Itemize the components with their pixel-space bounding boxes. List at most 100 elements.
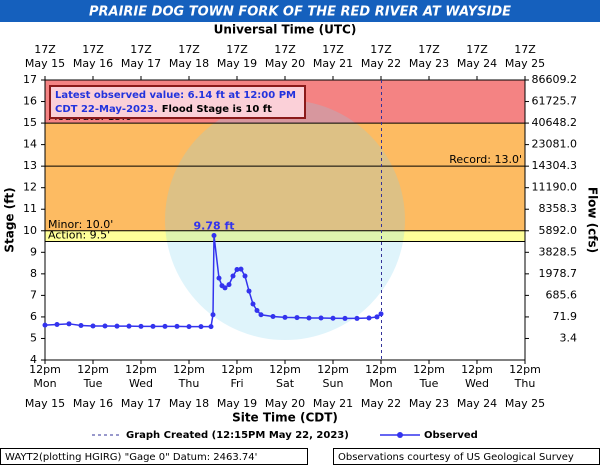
- series-point: [90, 323, 96, 329]
- series-point: [330, 315, 336, 321]
- series-point: [374, 314, 380, 320]
- series-point: [150, 323, 156, 329]
- x-tick-weekday: Wed: [129, 377, 153, 390]
- series-point: [126, 323, 132, 329]
- x-tick-time: 12pm: [365, 363, 397, 376]
- y2-tick-label: 11190.0: [532, 181, 578, 194]
- y-tick-label: 15: [23, 116, 37, 129]
- series-point: [78, 323, 84, 329]
- y2-tick-label: 40648.2: [532, 116, 578, 129]
- x-tick-weekday: Thu: [178, 377, 200, 390]
- series-point: [318, 315, 324, 321]
- legend-observed-dot: [397, 432, 403, 438]
- series-point: [42, 322, 48, 328]
- y-tick-label: 7: [30, 288, 37, 301]
- x2-tick-date: May 17: [121, 57, 161, 70]
- series-point: [211, 233, 217, 239]
- x-tick-time: 12pm: [461, 363, 493, 376]
- y2-tick-label: 71.9: [553, 310, 578, 323]
- x-tick-date: May 23: [409, 397, 449, 410]
- threshold-label: Action: 9.5': [48, 229, 110, 242]
- y2-tick-label: 3828.5: [539, 245, 578, 258]
- title-bar: [0, 0, 600, 22]
- x-tick-time: 12pm: [173, 363, 205, 376]
- x2-tick-date: May 15: [25, 57, 65, 70]
- x-tick-weekday: Mon: [33, 377, 56, 390]
- y2-axis-title: Flow (cfs): [586, 187, 600, 253]
- series-point: [342, 315, 348, 321]
- x-tick-weekday: Wed: [465, 377, 489, 390]
- x2-tick-utc: 17Z: [178, 43, 200, 56]
- y-tick-label: 9: [30, 245, 37, 258]
- threshold-label: Record: 13.0': [449, 153, 522, 166]
- x-tick-time: 12pm: [29, 363, 61, 376]
- series-point: [54, 321, 60, 327]
- y-tick-label: 4: [30, 353, 37, 366]
- y-tick-label: 16: [23, 95, 37, 108]
- x2-tick-date: May 21: [313, 57, 353, 70]
- latest-box: [49, 85, 306, 119]
- series-point: [306, 315, 312, 321]
- x2-tick-utc: 17Z: [34, 43, 56, 56]
- y2-tick-label: 5892.0: [539, 224, 578, 237]
- series-point: [162, 323, 168, 329]
- x2-tick-date: May 16: [73, 57, 113, 70]
- y2-tick-label: 8358.3: [539, 202, 578, 215]
- series-point: [198, 324, 204, 330]
- series-point: [242, 273, 248, 279]
- series-point: [226, 282, 232, 288]
- x2-tick-utc: 17Z: [466, 43, 488, 56]
- x-tick-weekday: Thu: [514, 377, 536, 390]
- x2-tick-utc: 17Z: [370, 43, 392, 56]
- x-tick-time: 12pm: [413, 363, 445, 376]
- series-point: [250, 301, 256, 307]
- y2-tick-label: 3.4: [560, 331, 578, 344]
- series-point: [282, 314, 288, 320]
- series-point: [66, 321, 72, 327]
- x-tick-date: May 18: [169, 397, 209, 410]
- x2-tick-utc: 17Z: [274, 43, 296, 56]
- x2-tick-utc: 17Z: [226, 43, 248, 56]
- x-tick-date: May 24: [457, 397, 497, 410]
- x2-tick-utc: 17Z: [82, 43, 104, 56]
- y2-tick-label: 86609.2: [532, 73, 578, 86]
- series-point: [216, 275, 222, 281]
- y-tick-label: 13: [23, 159, 37, 172]
- series-point: [238, 266, 244, 272]
- x2-tick-utc: 17Z: [418, 43, 440, 56]
- flood-band: [45, 123, 525, 231]
- x-axis-title: Site Time (CDT): [232, 411, 338, 425]
- x-tick-weekday: Sat: [276, 377, 295, 390]
- x2-tick-date: May 18: [169, 57, 209, 70]
- x2-tick-utc: 17Z: [322, 43, 344, 56]
- x2-tick-date: May 24: [457, 57, 497, 70]
- x-tick-date: May 19: [217, 397, 257, 410]
- x-tick-time: 12pm: [221, 363, 253, 376]
- series-point: [174, 323, 180, 329]
- y-axis-title: Stage (ft): [3, 187, 17, 252]
- legend-observed-text: Observed: [424, 430, 478, 441]
- series-line: [44, 235, 382, 328]
- x2-tick-utc: 17Z: [514, 43, 536, 56]
- x-tick-date: May 22: [361, 397, 401, 410]
- y2-tick-label: 685.6: [546, 288, 578, 301]
- series-point: [186, 324, 192, 330]
- series-point: [234, 267, 240, 273]
- latest-date: CDT 22-May-2023.: [55, 104, 158, 115]
- threshold-label: Minor: 10.0': [48, 218, 113, 231]
- series-point: [222, 285, 228, 291]
- series-point: [294, 315, 300, 321]
- y-tick-label: 11: [23, 202, 37, 215]
- x-tick-weekday: Sun: [323, 377, 344, 390]
- x-tick-weekday: Mon: [369, 377, 392, 390]
- legend-created-text: Graph Created (12:15PM May 22, 2023): [126, 430, 349, 441]
- series-point: [230, 273, 236, 279]
- x-tick-date: May 16: [73, 397, 113, 410]
- x-tick-date: May 21: [313, 397, 353, 410]
- x-tick-date: May 15: [25, 397, 65, 410]
- y-tick-label: 8: [30, 267, 37, 280]
- series-point: [208, 324, 214, 330]
- latest-line1: Latest observed value: 6.14 ft at 12:00 …: [55, 90, 296, 101]
- x2-tick-date: May 25: [505, 57, 545, 70]
- y-tick-label: 6: [30, 310, 37, 323]
